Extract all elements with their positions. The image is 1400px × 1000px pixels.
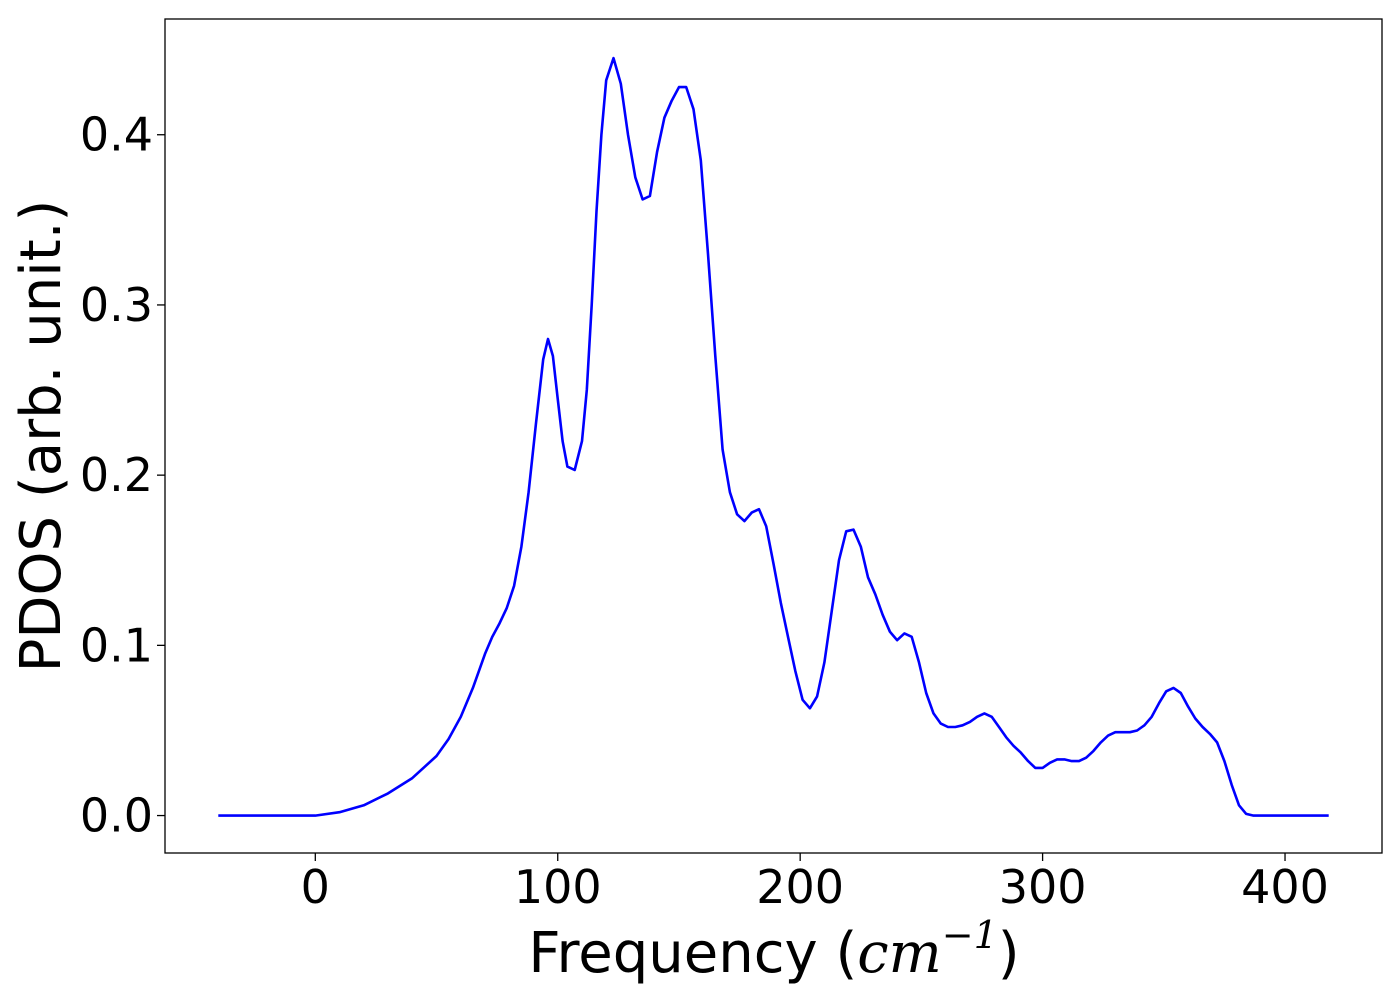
- x-tick-label: 300: [999, 860, 1087, 914]
- x-tick-label: 100: [514, 860, 602, 914]
- y-tick-label: 0.2: [80, 448, 153, 502]
- y-tick-label: 0.4: [80, 108, 153, 162]
- x-axis-label: Frequency (cm−1): [528, 913, 1019, 986]
- axes-frame: [164, 18, 1383, 854]
- y-tick-label: 0.3: [80, 278, 153, 332]
- y-tick-label: 0.0: [80, 789, 153, 843]
- x-axis-label-unit: cm: [857, 921, 941, 986]
- x-tick-label: 400: [1241, 860, 1329, 914]
- x-axis-label-prefix: Frequency (: [528, 921, 857, 986]
- y-tick-label: 0.1: [80, 618, 153, 672]
- x-tick-label: 0: [301, 860, 330, 914]
- plot-area: [218, 56, 1329, 817]
- x-axis-label-exponent: −1: [942, 913, 998, 957]
- ticks: 0 100 200 300 400 0.0 0.1 0.2 0.3 0.4: [80, 108, 1329, 914]
- y-axis-label: PDOS (arb. unit.): [9, 200, 74, 673]
- pdos-line-0: [218, 56, 1329, 817]
- x-axis-label-suffix: ): [998, 921, 1020, 986]
- x-tick-label: 200: [756, 860, 844, 914]
